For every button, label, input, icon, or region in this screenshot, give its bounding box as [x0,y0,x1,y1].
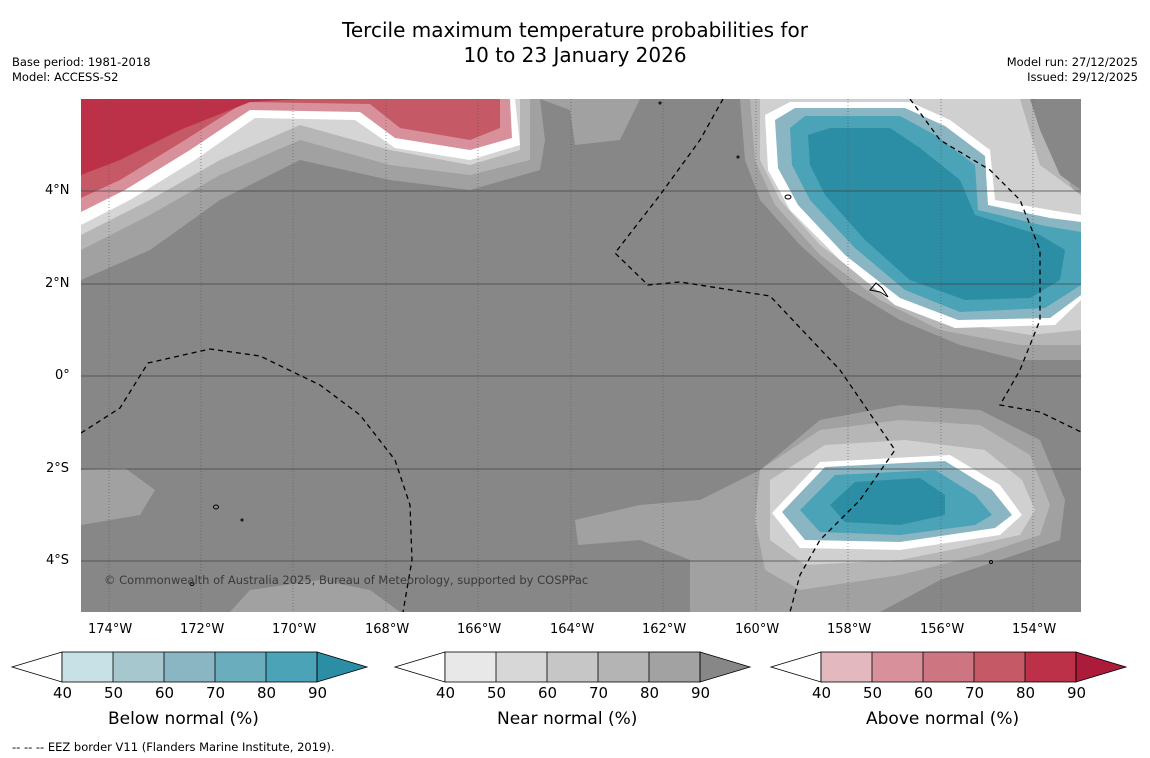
eez-border-west [81,348,413,612]
colorbar-near-seg-5 [649,652,700,682]
model-text: Model: ACCESS-S2 [12,70,119,84]
colorbar-near-seg-4 [598,652,649,682]
x-tick-170w: 170°W [272,622,317,637]
colorbar-below-seg-3 [164,652,215,682]
island-6 [989,560,993,564]
base-period-text: Base period: 1981-2018 [12,55,151,69]
colorbar-below-frame [61,651,318,683]
islands [189,101,993,586]
above-band-80 [81,99,300,175]
model-run-text: Model run: 27/12/2025 [1006,55,1138,69]
colorbar-near-seg-1 [445,652,496,682]
near-tick-40: 40 [436,684,456,702]
colorbar-below-seg-2 [113,652,164,682]
above-tick-70: 70 [965,684,985,702]
copyright-notice: © Commonwealth of Australia 2025, Bureau… [104,573,589,587]
y-tick-4n: 4°N [45,183,70,198]
eez-border-east [909,99,1081,433]
near-normal-label: Near normal (%) [497,709,638,729]
island-2 [869,282,889,298]
below-normal-label: Below normal (%) [108,709,259,729]
colorbar-near-high-triangle [699,651,752,683]
x-tick-154w: 154°W [1012,622,1057,637]
map-title-line1: Tercile maximum temperature probabilitie… [342,18,808,42]
colorbar-above-low-triangle [769,651,822,683]
island-5 [189,582,195,586]
colorbar-below-seg-1 [62,652,113,682]
colorbar-above-seg-4 [974,652,1025,682]
island-3 [213,504,219,510]
x-tick-168w: 168°W [365,622,410,637]
colorbar-near-low-triangle [393,651,446,683]
island-1 [784,194,792,200]
x-tick-156w: 156°W [920,622,965,637]
near-tick-70: 70 [589,684,609,702]
above-normal-label: Above normal (%) [866,709,1020,729]
colorbar-above-seg-1 [821,652,872,682]
colorbar-above-seg-3 [923,652,974,682]
x-tick-164w: 164°W [550,622,595,637]
meta-right: Model run: 27/12/2025 Issued: 29/12/2025 [1007,55,1138,85]
x-tick-166w: 166°W [457,622,502,637]
colorbar-below-low-triangle [10,651,63,683]
near-tick-50: 50 [487,684,507,702]
colorbar-below-seg-4 [215,652,266,682]
colorbar-near-seg-3 [547,652,598,682]
near-tick-90: 90 [691,684,711,702]
island-8 [658,101,662,105]
gridlines [81,99,1081,612]
x-tick-174w: 174°W [88,622,133,637]
colorbar-below-seg-5 [266,652,317,682]
below-tick-70: 70 [206,684,226,702]
colorbar-above-seg-2 [872,652,923,682]
map-title-line2: 10 to 23 January 2026 [463,43,687,67]
above-tick-60: 60 [914,684,934,702]
below-tick-90: 90 [308,684,328,702]
eez-borders [81,99,1081,612]
issued-text: Issued: 29/12/2025 [1027,70,1138,84]
y-tick-2s: 2°S [46,461,70,476]
y-tick-4s: 4°S [46,553,70,568]
colorbar-below [10,651,369,683]
x-tick-162w: 162°W [642,622,687,637]
colorbar-above [769,651,1128,683]
near-patch-ne-dark [1030,99,1081,190]
colorbar-near-frame [444,651,701,683]
island-4 [240,518,244,522]
below-tick-60: 60 [155,684,175,702]
above-tick-40: 40 [812,684,832,702]
near-patch-south [230,580,400,612]
x-tick-158w: 158°W [827,622,872,637]
y-tick-0: 0° [55,368,70,383]
near-patch-north-mid [540,99,640,145]
below-tick-50: 50 [104,684,124,702]
above-tick-50: 50 [863,684,883,702]
below-tick-80: 80 [257,684,277,702]
colorbar-near-seg-2 [496,652,547,682]
map-field [81,99,1081,612]
y-tick-2n: 2°N [45,276,70,291]
colorbar-below-high-triangle [316,651,369,683]
eez-legend-footer: -- -- -- EEZ border V11 (Flanders Marine… [12,740,335,754]
colorbar-above-frame [820,651,1077,683]
island-7 [736,155,740,159]
colorbar-above-high-triangle [1075,651,1128,683]
near-tick-60: 60 [538,684,558,702]
below-tick-40: 40 [53,684,73,702]
above-tick-90: 90 [1067,684,1087,702]
below-band-south-90 [830,478,945,525]
near-tick-80: 80 [640,684,660,702]
near-patch-sw [81,468,155,525]
x-tick-172w: 172°W [180,622,225,637]
x-tick-160w: 160°W [735,622,780,637]
meta-left: Base period: 1981-2018 Model: ACCESS-S2 [12,55,151,85]
colorbar-near [393,651,752,683]
above-tick-80: 80 [1016,684,1036,702]
below-band-ne-90 [808,128,1065,300]
colorbar-above-seg-5 [1025,652,1076,682]
